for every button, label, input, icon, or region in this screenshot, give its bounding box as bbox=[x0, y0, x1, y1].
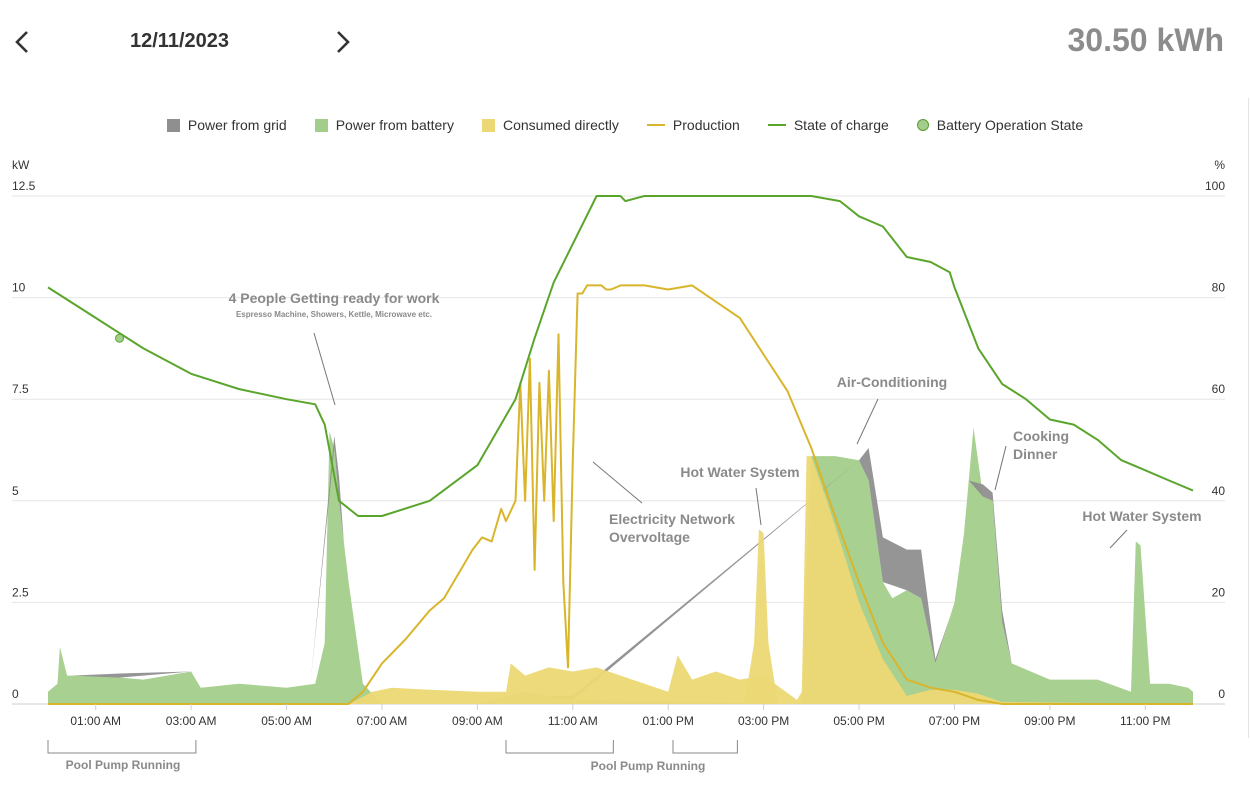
legend-swatch-production bbox=[646, 124, 665, 126]
annotation-pointer bbox=[592, 461, 643, 504]
annotation-cooking-title2: Dinner bbox=[1013, 446, 1058, 462]
legend-label: State of charge bbox=[793, 117, 889, 133]
x-tick-label: 03:00 PM bbox=[738, 714, 789, 728]
panel-border bbox=[1248, 98, 1249, 738]
production-line bbox=[48, 284, 1193, 705]
previous-day-button[interactable] bbox=[12, 28, 36, 56]
legend-swatch-grid bbox=[166, 118, 180, 132]
y-tick-left: 7.5 bbox=[12, 382, 29, 396]
annotation-hot-water-2: Hot Water System bbox=[1082, 508, 1201, 524]
annotation-overvoltage-title2: Overvoltage bbox=[609, 529, 690, 545]
legend-item-op-state[interactable]: Battery Operation State bbox=[916, 117, 1084, 133]
legend-item-production[interactable]: Production bbox=[646, 117, 740, 133]
legend-item-soc[interactable]: State of charge bbox=[767, 117, 889, 133]
x-tick-label: 11:00 PM bbox=[1120, 714, 1170, 728]
battery-area bbox=[48, 427, 1193, 704]
pool-pump-bracket bbox=[47, 740, 197, 754]
annotation-air-conditioning: Air-Conditioning bbox=[837, 374, 947, 390]
state-of-charge-line bbox=[47, 195, 1194, 517]
y-tick-left: 12.5 bbox=[12, 179, 36, 193]
annotation-morning-title: 4 People Getting ready for work bbox=[229, 290, 440, 306]
y-tick-left: 0 bbox=[12, 687, 19, 701]
annotation-pointer bbox=[1109, 529, 1128, 549]
consumed-area bbox=[744, 529, 778, 704]
legend-label: Power from grid bbox=[187, 117, 287, 133]
y-tick-left: 5 bbox=[12, 484, 19, 498]
total-energy: 30.50 kWh bbox=[1067, 22, 1224, 58]
legend-label: Power from battery bbox=[335, 117, 454, 133]
y-tick-right: 20 bbox=[1212, 585, 1226, 599]
y-tick-right: 60 bbox=[1212, 382, 1226, 396]
x-tick-label: 11:00 AM bbox=[548, 714, 598, 728]
x-tick-label: 01:00 AM bbox=[70, 714, 121, 728]
pool-pump-bracket bbox=[672, 740, 738, 754]
next-day-button[interactable] bbox=[332, 28, 356, 56]
y-tick-right: 80 bbox=[1212, 281, 1226, 295]
annotation-pointer bbox=[755, 487, 762, 526]
legend-swatch-op-state bbox=[916, 119, 929, 131]
x-tick-label: 05:00 PM bbox=[833, 714, 884, 728]
y-axis-left-label: kW bbox=[12, 158, 30, 172]
x-tick-label: 05:00 AM bbox=[261, 714, 312, 728]
legend-label: Production bbox=[672, 117, 740, 133]
y-tick-right: 100 bbox=[1205, 179, 1225, 193]
chart-legend: Power from grid Power from battery Consu… bbox=[0, 117, 1250, 133]
y-tick-left: 10 bbox=[12, 281, 26, 295]
x-tick-label: 07:00 PM bbox=[929, 714, 980, 728]
legend-item-consumed[interactable]: Consumed directly bbox=[481, 117, 619, 133]
annotation-pointer bbox=[856, 398, 879, 445]
y-tick-left: 2.5 bbox=[12, 585, 29, 599]
y-tick-right: 40 bbox=[1212, 484, 1226, 498]
pool-pump-label-1: Pool Pump Running bbox=[66, 758, 181, 772]
annotation-cooking-title: Cooking bbox=[1013, 428, 1069, 444]
y-tick-right: 0 bbox=[1218, 687, 1225, 701]
y-axis-right-label: % bbox=[1214, 158, 1225, 172]
legend-label: Consumed directly bbox=[502, 117, 619, 133]
legend-item-battery[interactable]: Power from battery bbox=[314, 117, 454, 133]
x-tick-label: 09:00 AM bbox=[452, 714, 503, 728]
annotation-overvoltage-title: Electricity Network bbox=[609, 511, 735, 527]
chevron-left-icon bbox=[15, 31, 28, 53]
date-label: 12/11/2023 bbox=[130, 30, 229, 52]
annotation-pointer bbox=[313, 332, 336, 406]
grid-area bbox=[71, 435, 1194, 700]
legend-swatch-consumed bbox=[481, 118, 495, 132]
legend-label: Battery Operation State bbox=[936, 117, 1084, 133]
chevron-right-icon bbox=[337, 31, 350, 53]
battery-operation-state-point bbox=[115, 333, 125, 343]
x-tick-label: 09:00 PM bbox=[1024, 714, 1075, 728]
legend-swatch-soc bbox=[767, 124, 786, 126]
pool-pump-bracket bbox=[505, 740, 614, 754]
legend-item-grid[interactable]: Power from grid bbox=[166, 117, 287, 133]
pool-pump-label-2: Pool Pump Running bbox=[591, 759, 706, 773]
consumed-area bbox=[48, 456, 1193, 704]
annotation-morning-subtitle: Espresso Machine, Showers, Kettle, Micro… bbox=[236, 310, 432, 319]
annotation-pointer bbox=[994, 445, 1007, 491]
x-tick-label: 01:00 PM bbox=[643, 714, 694, 728]
x-tick-label: 03:00 AM bbox=[166, 714, 217, 728]
x-tick-label: 07:00 AM bbox=[357, 714, 408, 728]
annotation-hot-water-1: Hot Water System bbox=[680, 464, 799, 480]
legend-swatch-battery bbox=[314, 118, 328, 132]
